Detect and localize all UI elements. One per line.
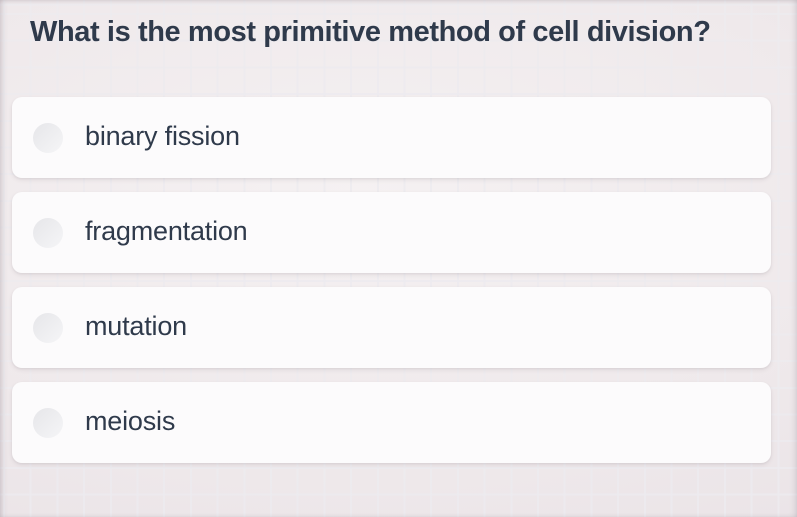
- answer-option-label: fragmentation: [85, 216, 248, 246]
- answer-option-2[interactable]: fragmentation: [12, 192, 771, 273]
- answer-option-label: meiosis: [85, 406, 176, 436]
- question-text: What is the most primitive method of cel…: [30, 16, 711, 48]
- radio-circle-icon: [33, 407, 63, 438]
- answer-option-3[interactable]: mutation: [12, 287, 771, 368]
- answer-option-label: mutation: [85, 311, 187, 341]
- radio-circle-icon: [33, 312, 63, 343]
- answer-option-4[interactable]: meiosis: [12, 382, 771, 463]
- answer-options-list: binary fission fragmentation mutation me…: [12, 97, 771, 477]
- radio-circle-icon: [33, 122, 63, 153]
- radio-circle-icon: [33, 217, 63, 248]
- answer-option-1[interactable]: binary fission: [12, 97, 771, 178]
- answer-option-label: binary fission: [85, 121, 240, 151]
